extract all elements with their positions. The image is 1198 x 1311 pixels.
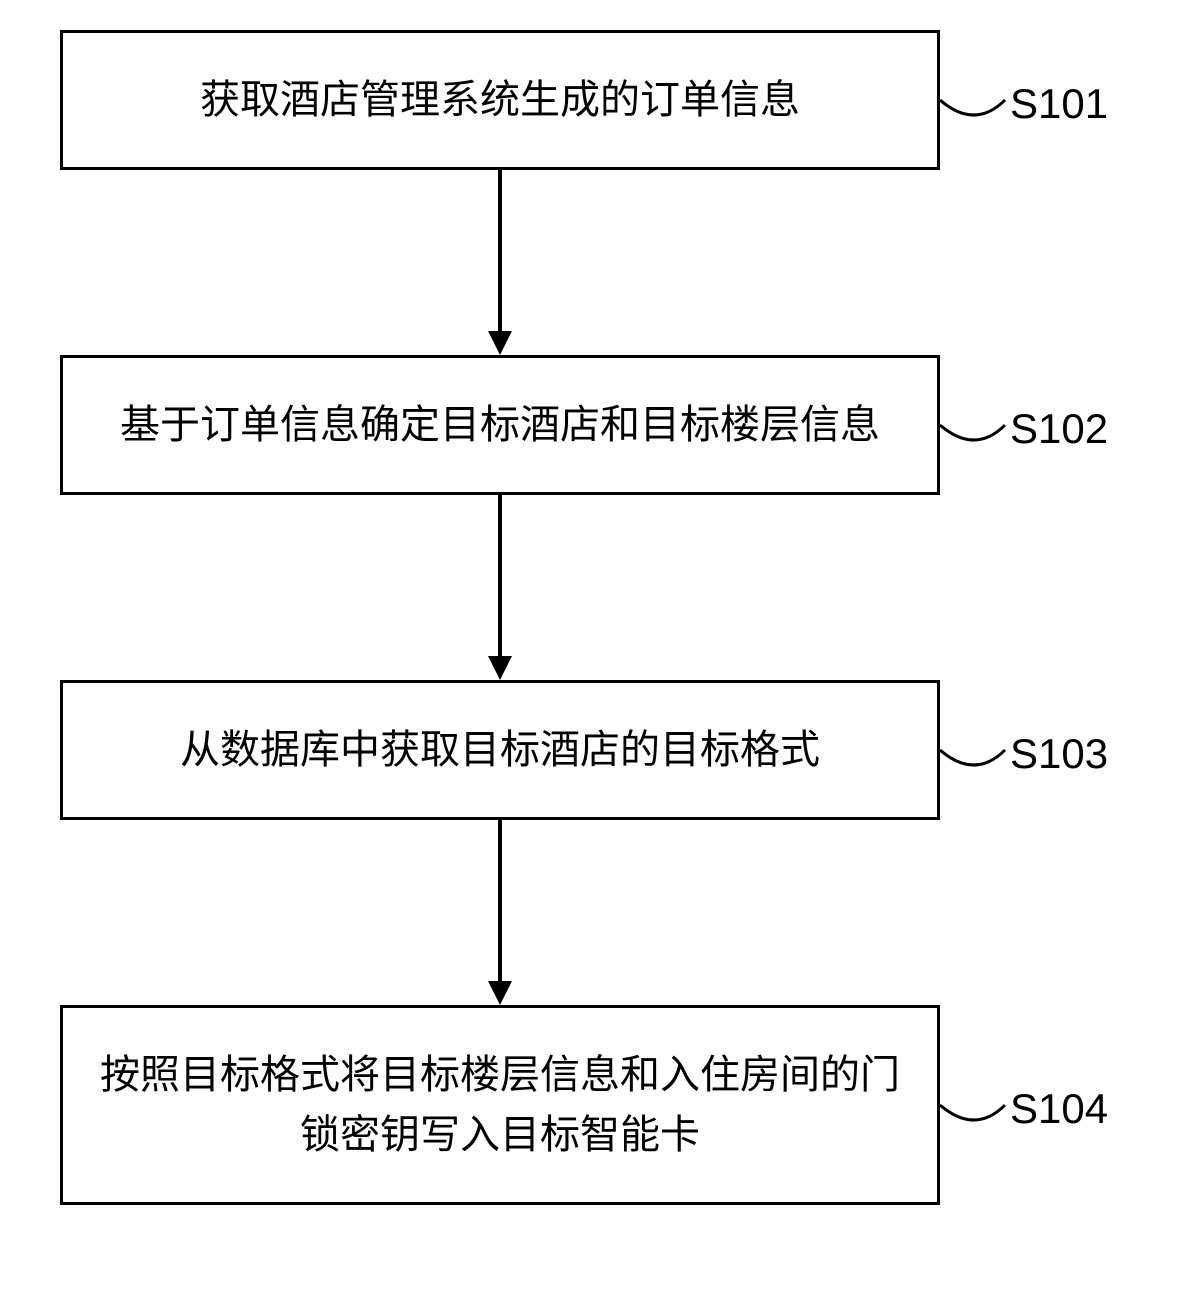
node-2-label: S102 xyxy=(1010,405,1108,453)
connector-curve-4 xyxy=(940,1070,1010,1140)
node-1-label: S101 xyxy=(1010,80,1108,128)
connector-curve-3 xyxy=(940,715,1010,785)
flowchart-container: 获取酒店管理系统生成的订单信息 S101 基于订单信息确定目标酒店和目标楼层信息… xyxy=(0,0,1198,1311)
arrow-head-2-3 xyxy=(488,656,512,680)
arrow-1-2 xyxy=(498,170,502,331)
node-2-text: 基于订单信息确定目标酒店和目标楼层信息 xyxy=(120,395,880,455)
flowchart-node-1: 获取酒店管理系统生成的订单信息 xyxy=(60,30,940,170)
connector-curve-2 xyxy=(940,390,1010,460)
node-1-text: 获取酒店管理系统生成的订单信息 xyxy=(200,70,800,130)
connector-curve-1 xyxy=(940,65,1010,135)
node-4-text: 按照目标格式将目标楼层信息和入住房间的门锁密钥写入目标智能卡 xyxy=(83,1045,917,1165)
arrow-2-3 xyxy=(498,495,502,656)
flowchart-node-4: 按照目标格式将目标楼层信息和入住房间的门锁密钥写入目标智能卡 xyxy=(60,1005,940,1205)
arrow-3-4 xyxy=(498,820,502,981)
arrow-head-3-4 xyxy=(488,981,512,1005)
flowchart-node-2: 基于订单信息确定目标酒店和目标楼层信息 xyxy=(60,355,940,495)
node-4-label: S104 xyxy=(1010,1085,1108,1133)
node-3-label: S103 xyxy=(1010,730,1108,778)
arrow-head-1-2 xyxy=(488,331,512,355)
flowchart-node-3: 从数据库中获取目标酒店的目标格式 xyxy=(60,680,940,820)
node-3-text: 从数据库中获取目标酒店的目标格式 xyxy=(180,720,820,780)
